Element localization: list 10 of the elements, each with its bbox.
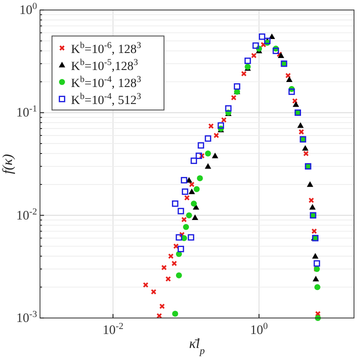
y-axis-title: f(κ) <box>1 154 16 174</box>
y-tick-label: 10$^{-3}$ <box>16 310 38 325</box>
x-axis-title: κ̄l$_{p}$ <box>189 337 205 356</box>
y-tick-label: 10$^{-1}$ <box>16 104 38 120</box>
legend-label: K$^{b}$=10$^{-6}$, 128$^{3}$ <box>71 40 142 56</box>
y-tick-label: 10$^{-2}$ <box>16 207 38 222</box>
legend-label: K$^{b}$=10$^{-4}$, 512$^{3}$ <box>71 91 142 107</box>
y-tick-label: 10$^{0}$ <box>19 2 38 17</box>
legend-label: K$^{b}$=10$^{-5}$,128$^{3}$ <box>71 57 138 73</box>
legend-label: K$^{b}$=10$^{-4}$, 128$^{3}$ <box>71 74 142 90</box>
